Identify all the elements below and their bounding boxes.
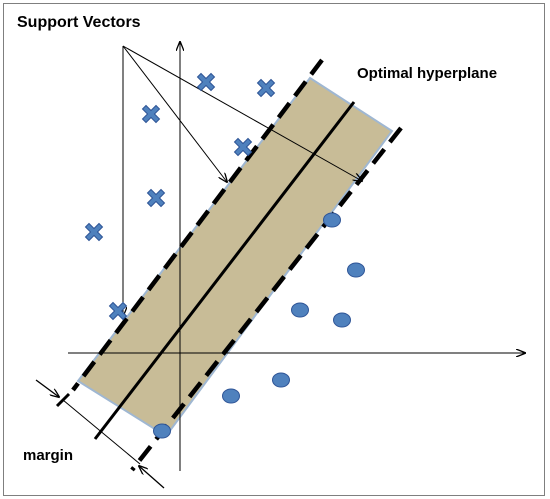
margin-arrow-right [139, 466, 165, 489]
optimal-hyperplane-line [93, 101, 356, 440]
margin-boundary-lower [130, 126, 403, 472]
optimal-hyperplane-label: Optimal hyperplane [357, 65, 497, 82]
margin-measure-line [62, 399, 141, 465]
class-b-markers [153, 212, 365, 439]
class-a-markers [84, 72, 276, 321]
x-cross-icon [84, 222, 104, 242]
x-cross-icon [108, 301, 128, 321]
margin-boundary-upper [71, 58, 324, 392]
circle-dot-icon [333, 312, 351, 328]
circle-dot-icon [272, 372, 290, 388]
x-cross-icon [256, 78, 276, 98]
x-cross-icon [196, 72, 216, 92]
support-vectors-label: Support Vectors [17, 14, 141, 31]
x-cross-icon [141, 104, 161, 124]
circle-dot-icon [153, 423, 171, 439]
circle-dot-icon [347, 262, 365, 278]
circle-dot-icon [291, 302, 309, 318]
x-cross-icon [146, 188, 166, 208]
support-vector-pointer-3 [122, 45, 362, 181]
margin-label: margin [23, 447, 73, 464]
circle-dot-icon [323, 212, 341, 228]
margin-arrow-left [35, 379, 59, 397]
margin-tick-upper [55, 392, 71, 408]
circle-dot-icon [222, 388, 240, 404]
x-cross-icon [233, 137, 253, 157]
support-vector-pointer-1 [122, 45, 227, 182]
